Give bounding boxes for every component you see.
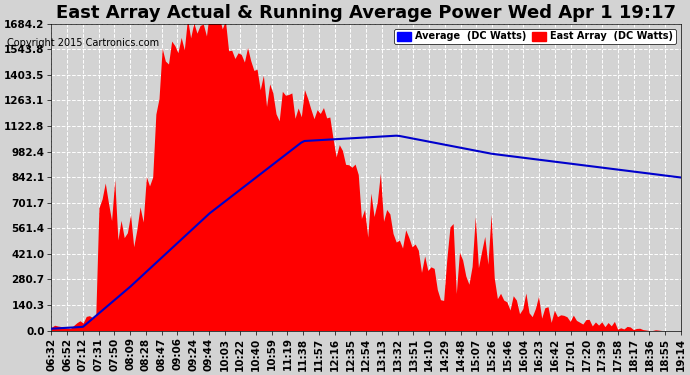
Legend: Average  (DC Watts), East Array  (DC Watts): Average (DC Watts), East Array (DC Watts…: [394, 28, 676, 44]
Text: Copyright 2015 Cartronics.com: Copyright 2015 Cartronics.com: [7, 38, 159, 48]
Title: East Array Actual & Running Average Power Wed Apr 1 19:17: East Array Actual & Running Average Powe…: [56, 4, 676, 22]
